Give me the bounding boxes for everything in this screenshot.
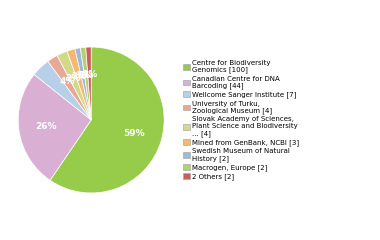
Text: 1%: 1%: [79, 71, 94, 79]
Text: 1%: 1%: [75, 71, 90, 80]
Wedge shape: [18, 74, 91, 180]
Text: 2%: 2%: [65, 74, 81, 83]
Wedge shape: [67, 49, 91, 120]
Legend: Centre for Biodiversity
Genomics [100], Canadian Centre for DNA
Barcoding [44], : Centre for Biodiversity Genomics [100], …: [182, 58, 301, 182]
Wedge shape: [57, 51, 91, 120]
Text: 26%: 26%: [36, 122, 57, 131]
Wedge shape: [34, 61, 91, 120]
Text: 1%: 1%: [82, 70, 97, 79]
Wedge shape: [50, 47, 164, 193]
Wedge shape: [75, 48, 91, 120]
Wedge shape: [80, 47, 91, 120]
Text: 2%: 2%: [71, 72, 86, 81]
Text: 4%: 4%: [59, 77, 75, 86]
Wedge shape: [48, 55, 91, 120]
Text: 59%: 59%: [124, 129, 145, 138]
Wedge shape: [86, 47, 91, 120]
